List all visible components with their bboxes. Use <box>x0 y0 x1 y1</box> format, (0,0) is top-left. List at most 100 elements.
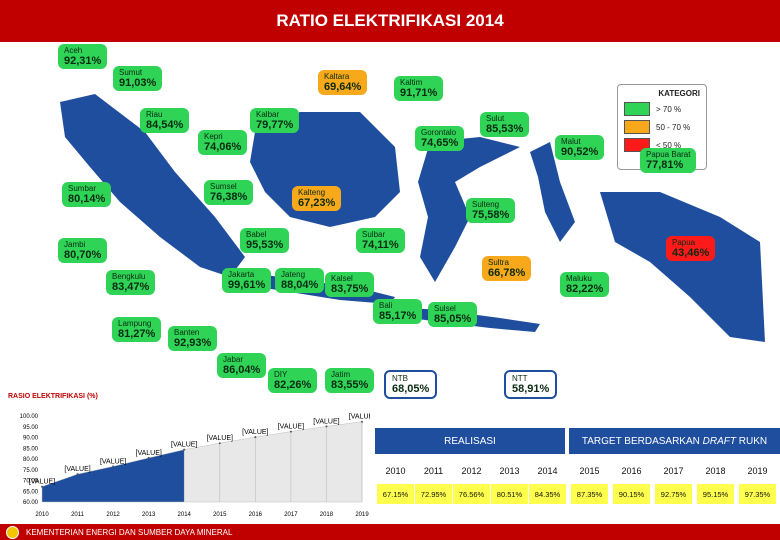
legend-item: 50 - 70 % <box>624 120 700 134</box>
province-name: Papua <box>672 238 696 247</box>
data-label: [VALUE] <box>313 418 339 425</box>
data-label: [VALUE] <box>136 450 162 457</box>
footer: KEMENTERIAN ENERGI DAN SUMBER DAYA MINER… <box>0 524 780 540</box>
year-cell: 2012 <box>461 466 482 476</box>
province-callout: Kepri 74,06% <box>198 130 248 155</box>
maluku-islands <box>530 142 575 242</box>
province-name: Aceh <box>64 46 83 55</box>
province-callout: Riau 84,54% <box>140 108 190 133</box>
year-cell: 2018 <box>705 466 726 476</box>
province-callout: Malut 90,52% <box>555 135 605 160</box>
data-label: [VALUE] <box>64 466 90 473</box>
province-value: 82,26% <box>274 379 312 391</box>
province-callout: Kaltara 69,64% <box>318 70 368 95</box>
data-point <box>254 436 257 439</box>
x-tick-label: 2012 <box>106 512 120 518</box>
x-tick-label: 2010 <box>35 512 49 518</box>
province-value: 58,91% <box>512 383 550 395</box>
province-value: 92,93% <box>174 337 212 349</box>
province-name: Jakarta <box>228 270 255 279</box>
data-point <box>289 430 292 433</box>
sulawesi-island <box>418 137 520 282</box>
province-callout: Sulut 85,53% <box>480 112 530 137</box>
province-name: DIY <box>274 370 288 379</box>
province-value: 66,78% <box>488 267 526 279</box>
province-name: Sulbar <box>362 230 386 239</box>
x-tick-label: 2014 <box>178 512 192 518</box>
province-name: Sulsel <box>434 304 456 313</box>
x-tick-label: 2017 <box>284 512 298 518</box>
province-value: 80,14% <box>68 193 106 205</box>
y-tick-label: 75.00 <box>23 468 39 474</box>
value-cell: 90.15% <box>613 484 650 504</box>
province-value: 76,38% <box>210 191 248 203</box>
value-cell: 67.15% <box>377 484 414 504</box>
data-label: [VALUE] <box>171 442 197 449</box>
province-callout: NTT 58,91% <box>504 370 558 399</box>
province-value: 80,70% <box>64 249 102 261</box>
province-callout: Sumbar 80,14% <box>62 182 112 207</box>
target-header-text: TARGET BERDASARKAN DRAFT RUKN <box>581 435 768 447</box>
province-callout: Jakarta 99,61% <box>222 268 272 293</box>
year-cell: 2017 <box>663 466 684 476</box>
electrification-table: REALISASI TARGET BERDASARKAN DRAFT RUKN … <box>375 428 780 523</box>
province-callout: Papua 43,46% <box>666 236 716 261</box>
value-cell: 76.56% <box>453 484 490 504</box>
x-tick-label: 2016 <box>249 512 263 518</box>
province-name: Jabar <box>223 355 244 364</box>
province-callout: Sultra 66,78% <box>482 256 532 281</box>
data-point <box>325 425 328 428</box>
province-name: Babel <box>246 230 267 239</box>
province-callout: Sumsel 76,38% <box>204 180 254 205</box>
papua-island <box>600 192 765 342</box>
province-value: 85,53% <box>486 123 524 135</box>
province-callout: Kalteng 67,23% <box>292 186 342 211</box>
province-value: 91,71% <box>400 87 438 99</box>
year-cell: 2011 <box>423 466 444 476</box>
province-name: Malut <box>561 137 581 146</box>
ministry-logo-icon <box>6 526 19 539</box>
province-callout: Papua Barat 77,81% <box>640 148 697 173</box>
data-point <box>147 456 150 459</box>
province-value: 92,31% <box>64 55 102 67</box>
province-value: 86,04% <box>223 364 261 376</box>
province-name: Sulteng <box>472 200 500 209</box>
province-callout: Aceh 92,31% <box>58 44 108 69</box>
province-name: Sumut <box>119 68 143 77</box>
legend-swatch-green <box>624 102 650 116</box>
province-name: Sumsel <box>210 182 237 191</box>
province-value: 91,03% <box>119 77 157 89</box>
electrification-chart: 100.00 95.00 90.00 85.00 80.00 75.00 70.00 65.0… <box>20 414 370 518</box>
province-value: 82,22% <box>566 283 604 295</box>
province-callout: Kalsel 83,75% <box>325 272 375 297</box>
province-callout: NTB 68,05% <box>384 370 438 399</box>
year-cell: 2019 <box>747 466 768 476</box>
data-point <box>76 473 79 476</box>
province-callout: DIY 82,26% <box>268 368 318 393</box>
province-name: Kaltim <box>400 78 423 87</box>
province-name: NTB <box>392 374 408 383</box>
province-value: 79,77% <box>256 119 294 131</box>
province-name: NTT <box>512 374 528 383</box>
value-cell: 95.15% <box>697 484 734 504</box>
province-value: 99,61% <box>228 279 266 291</box>
province-name: Jateng <box>281 270 306 279</box>
value-cell: 80.51% <box>491 484 528 504</box>
province-name: Kalsel <box>331 274 353 283</box>
province-value: 88,04% <box>281 279 319 291</box>
province-callout: Kalbar 79,77% <box>250 108 300 133</box>
province-name: Gorontalo <box>421 128 457 137</box>
province-name: Papua Barat <box>646 150 691 159</box>
legend: KATEGORI > 70 % 50 - 70 % < 50 % <box>617 84 707 170</box>
map-islands <box>60 94 765 342</box>
year-cell: 2013 <box>499 466 520 476</box>
legend-item: > 70 % <box>624 102 700 116</box>
province-callout: Banten 92,93% <box>168 326 218 351</box>
province-callout: Sulsel 85,05% <box>428 302 478 327</box>
legend-label: 50 - 70 % <box>656 122 691 132</box>
province-name: Lampung <box>118 319 152 328</box>
y-tick-label: 60.00 <box>23 500 39 506</box>
province-value: 67,23% <box>298 197 336 209</box>
y-tick-label: 100.00 <box>20 414 39 420</box>
data-label: [VALUE] <box>349 414 370 421</box>
